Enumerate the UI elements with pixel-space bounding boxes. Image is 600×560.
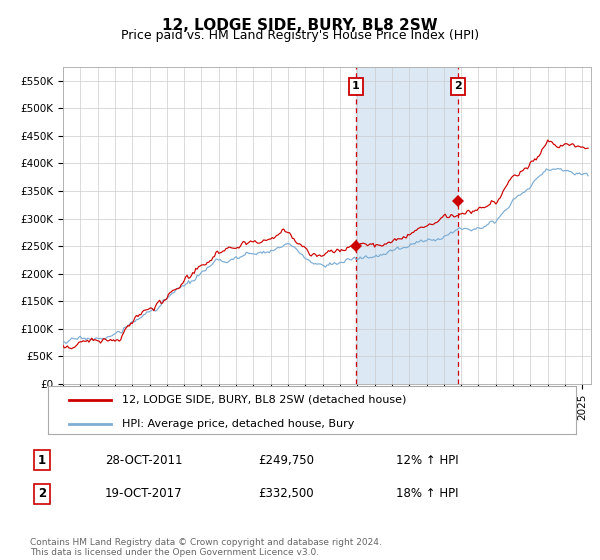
Text: 12% ↑ HPI: 12% ↑ HPI xyxy=(396,454,458,467)
Text: £332,500: £332,500 xyxy=(258,487,314,501)
Text: HPI: Average price, detached house, Bury: HPI: Average price, detached house, Bury xyxy=(122,418,354,428)
Text: 12, LODGE SIDE, BURY, BL8 2SW (detached house): 12, LODGE SIDE, BURY, BL8 2SW (detached … xyxy=(122,395,406,405)
Text: 2: 2 xyxy=(38,487,46,501)
Text: Contains HM Land Registry data © Crown copyright and database right 2024.
This d: Contains HM Land Registry data © Crown c… xyxy=(30,538,382,557)
Text: £249,750: £249,750 xyxy=(258,454,314,467)
Text: 1: 1 xyxy=(352,81,360,91)
Text: 12, LODGE SIDE, BURY, BL8 2SW: 12, LODGE SIDE, BURY, BL8 2SW xyxy=(162,18,438,33)
Text: 18% ↑ HPI: 18% ↑ HPI xyxy=(396,487,458,501)
Text: 19-OCT-2017: 19-OCT-2017 xyxy=(105,487,182,501)
Text: Price paid vs. HM Land Registry's House Price Index (HPI): Price paid vs. HM Land Registry's House … xyxy=(121,29,479,42)
Text: 28-OCT-2011: 28-OCT-2011 xyxy=(105,454,182,467)
Bar xyxy=(356,67,458,384)
Text: 1: 1 xyxy=(38,454,46,467)
Text: 2: 2 xyxy=(454,81,461,91)
